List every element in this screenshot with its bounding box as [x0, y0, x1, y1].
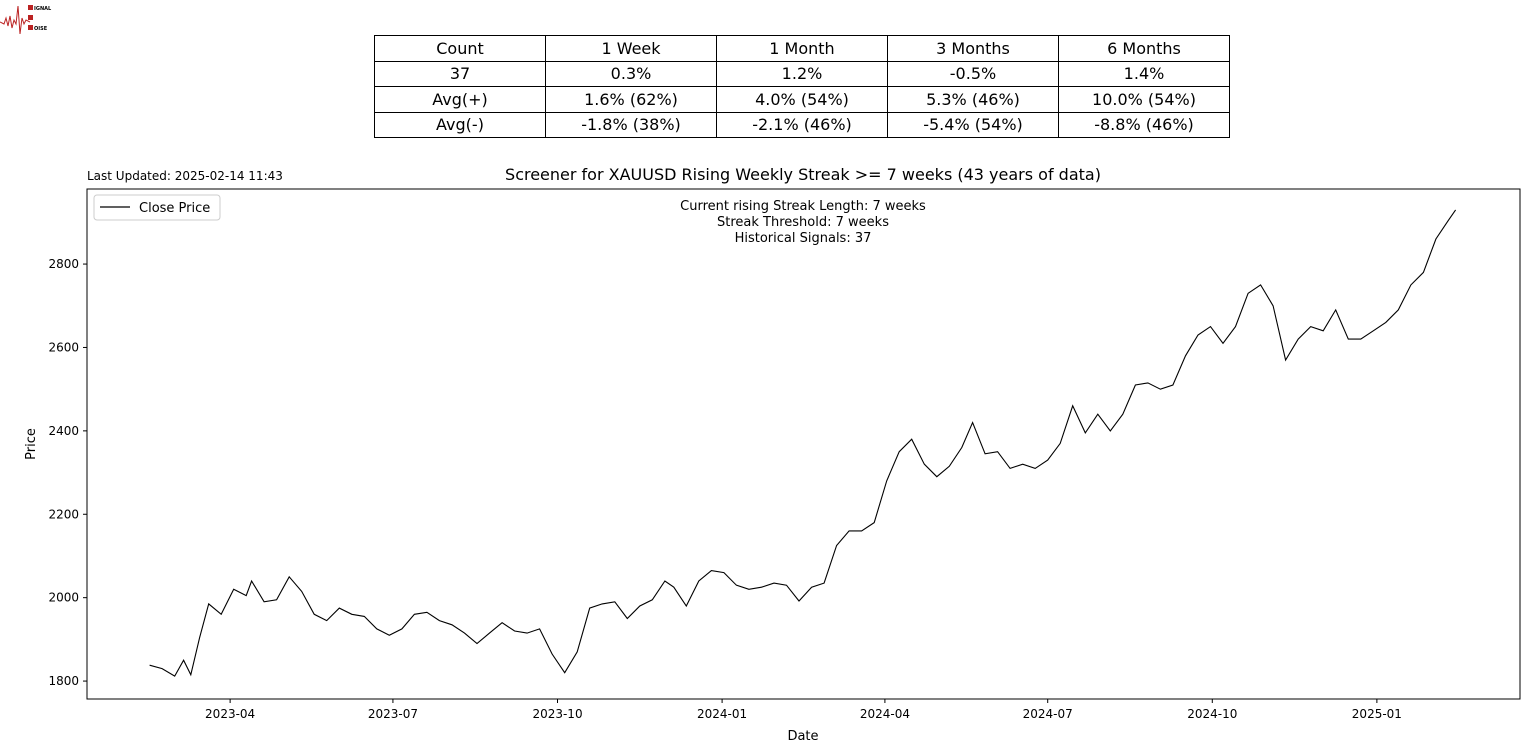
x-tick-label: 2024-10 — [1187, 707, 1237, 721]
table-cell: 0.3% — [545, 60, 717, 87]
x-tick-label: 2024-07 — [1023, 707, 1073, 721]
table-cell: 5.3% (46%) — [887, 86, 1059, 113]
table-cell: Avg(-) — [374, 111, 546, 138]
last-updated: Last Updated: 2025-02-14 11:43 — [87, 169, 283, 183]
close-price-line — [149, 209, 1457, 677]
x-tick-label: 2023-04 — [205, 707, 255, 721]
table-cell: -1.8% (38%) — [545, 111, 717, 138]
y-tick-label: 1800 — [48, 674, 79, 688]
table-cell: 1.6% (62%) — [545, 86, 717, 113]
y-axis-label: Price — [24, 428, 39, 460]
x-tick-label: 2024-01 — [697, 707, 747, 721]
plot-frame — [86, 188, 1521, 700]
table-cell: 10.0% (54%) — [1058, 86, 1230, 113]
table-row: Avg(+) 1.6% (62%) 4.0% (54%) 5.3% (46%) 10.0… — [374, 86, 1230, 113]
table-cell: -8.8% (46%) — [1058, 111, 1230, 138]
svg-text:OISE: OISE — [34, 26, 48, 32]
table-cell: -2.1% (46%) — [716, 111, 888, 138]
table-cell: -5.4% (54%) — [887, 111, 1059, 138]
table-cell: 6 Months — [1058, 35, 1230, 62]
table-cell: -0.5% — [887, 60, 1059, 87]
y-tick-label: 2800 — [48, 257, 79, 271]
y-tick-label: 2000 — [48, 591, 79, 605]
y-tick-label: 2600 — [48, 340, 79, 354]
x-tick-label: 2023-10 — [532, 707, 582, 721]
table-cell: 3 Months — [887, 35, 1059, 62]
annotation-streak-length: Current rising Streak Length: 7 weeks — [680, 199, 926, 214]
x-tick-label: 2024-04 — [860, 707, 910, 721]
x-tick-label: 2023-07 — [368, 707, 418, 721]
table-row: Count 1 Week 1 Month 3 Months 6 Months — [374, 35, 1230, 62]
chart-title: Screener for XAUUSD Rising Weekly Streak… — [505, 165, 1101, 184]
legend: Close Price — [93, 194, 221, 221]
y-tick-label: 2200 — [48, 507, 79, 521]
table-cell: 4.0% (54%) — [716, 86, 888, 113]
legend-close-price: Close Price — [139, 201, 210, 216]
table-row: 37 0.3% 1.2% -0.5% 1.4% — [374, 60, 1230, 87]
annotation-signals: Historical Signals: 37 — [735, 231, 872, 246]
x-axis-label: Date — [787, 729, 818, 744]
table-cell: Count — [374, 35, 546, 62]
table-cell: 1 Week — [545, 35, 717, 62]
table-row: Avg(-) -1.8% (38%) -2.1% (46%) -5.4% (54%) -… — [374, 111, 1230, 138]
table-cell: 1.4% — [1058, 60, 1230, 87]
stats-table: Count 1 Week 1 Month 3 Months 6 Months 37 0.3%… — [374, 35, 1230, 138]
signal2noise-logo: IGNAL OISE — [0, 5, 52, 35]
svg-text:IGNAL: IGNAL — [34, 6, 52, 12]
table-cell: 1.2% — [716, 60, 888, 87]
x-tick-label: 2025-01 — [1352, 707, 1402, 721]
y-tick-label: 2400 — [48, 424, 79, 438]
table-cell: Avg(+) — [374, 86, 546, 113]
annotation-threshold: Streak Threshold: 7 weeks — [717, 215, 889, 230]
